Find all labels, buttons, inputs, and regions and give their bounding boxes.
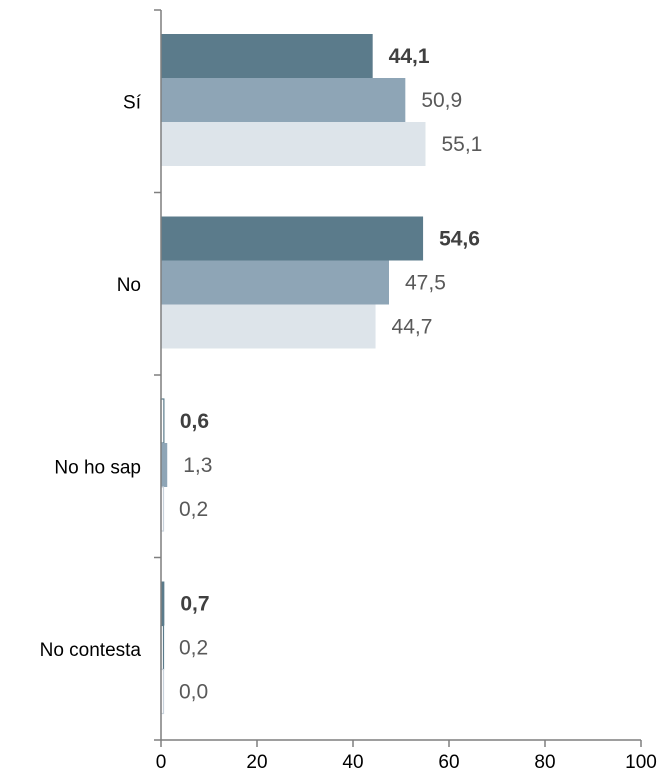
category-label-3: No contesta	[40, 640, 142, 661]
bar-1-2	[161, 304, 376, 349]
value-label-3-2: 0,0	[179, 681, 208, 704]
value-label-1-2: 44,7	[392, 316, 433, 339]
value-label-1-0: 54,6	[439, 228, 480, 251]
bar-0-1	[161, 78, 406, 122]
value-label-0-1: 50,9	[421, 89, 462, 112]
bar-2-1	[161, 443, 168, 487]
bar-1-0	[161, 216, 424, 261]
x-tick-label-2: 40	[342, 752, 363, 773]
x-tick-label-5: 100	[625, 752, 657, 773]
bar-0-0	[161, 34, 373, 78]
value-label-3-1: 0,2	[179, 637, 208, 660]
category-label-1: No	[117, 275, 141, 296]
value-label-2-2: 0,2	[179, 498, 208, 521]
x-tick-label-0: 0	[156, 752, 167, 773]
value-label-0-2: 55,1	[441, 133, 482, 156]
x-tick-label-3: 60	[438, 752, 459, 773]
bar-1-1	[161, 260, 389, 305]
category-label-2: No ho sap	[54, 457, 141, 478]
bar-0-2	[161, 122, 426, 166]
category-label-0: Sí	[123, 92, 142, 113]
value-label-2-1: 1,3	[183, 454, 212, 477]
bar-3-0	[161, 581, 165, 626]
value-label-3-0: 0,7	[180, 593, 209, 616]
value-label-2-0: 0,6	[180, 410, 209, 433]
value-label-0-0: 44,1	[389, 45, 430, 68]
value-label-1-1: 47,5	[405, 272, 446, 295]
x-tick-label-4: 80	[534, 752, 555, 773]
x-tick-label-1: 20	[246, 752, 267, 773]
